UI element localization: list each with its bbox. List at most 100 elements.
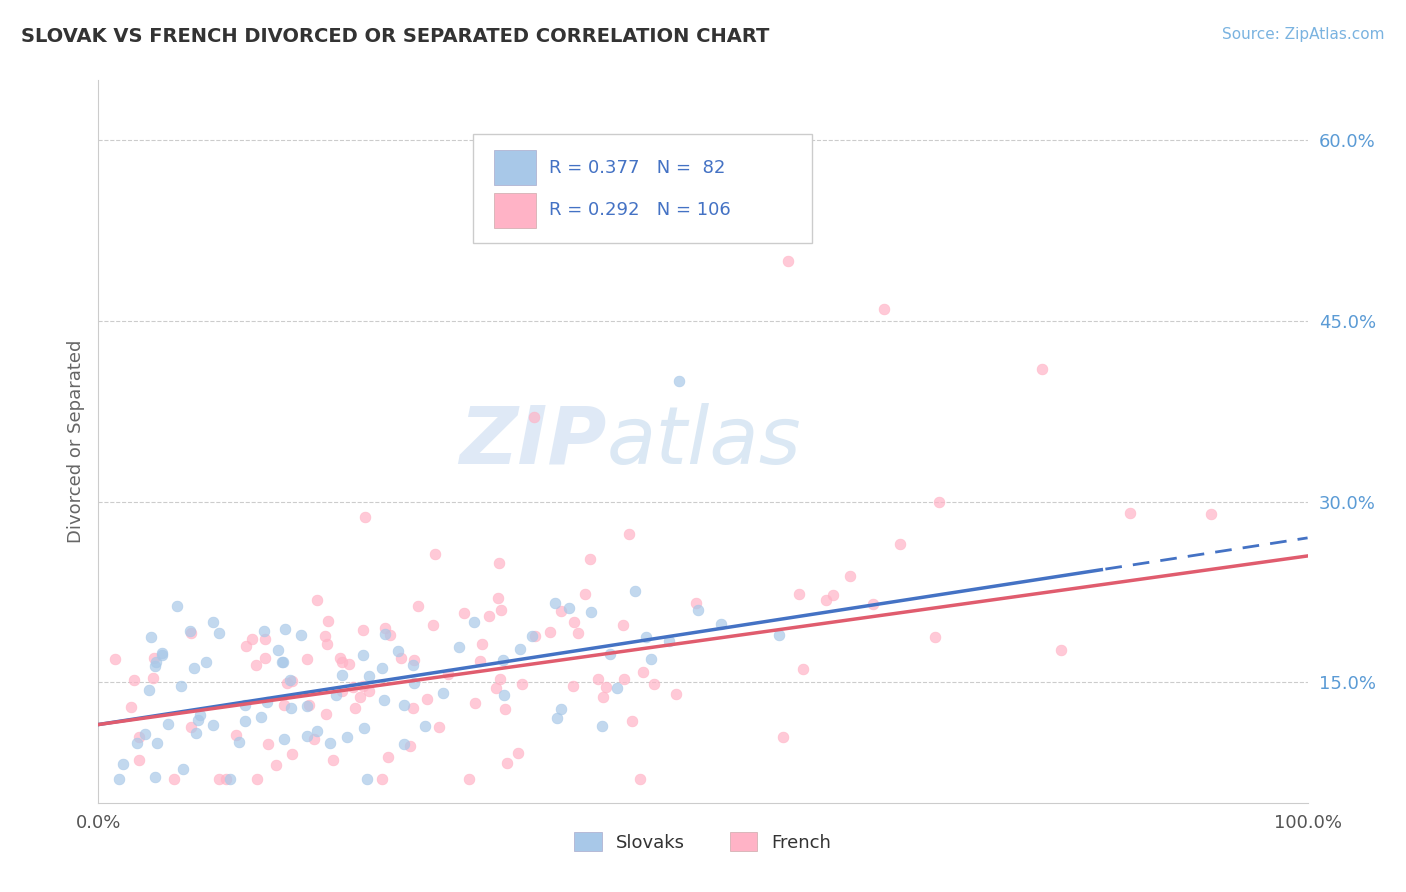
Point xyxy=(581,605,603,619)
Point xyxy=(225,728,247,742)
Point xyxy=(686,603,709,617)
Point xyxy=(273,732,295,747)
Point xyxy=(928,494,950,508)
Point xyxy=(634,630,657,644)
Point xyxy=(218,772,240,786)
Point xyxy=(183,661,205,675)
Point xyxy=(298,698,321,713)
Point xyxy=(389,651,412,665)
Point xyxy=(491,603,513,617)
Point xyxy=(402,653,425,667)
Point xyxy=(512,677,534,691)
Point xyxy=(143,658,166,673)
Point xyxy=(606,681,628,695)
Point xyxy=(373,693,395,707)
Point xyxy=(125,736,148,750)
Point xyxy=(142,672,165,686)
Point xyxy=(538,624,561,639)
Point xyxy=(112,757,135,772)
Point xyxy=(170,679,193,693)
FancyBboxPatch shape xyxy=(474,135,811,243)
Point xyxy=(889,537,911,551)
FancyBboxPatch shape xyxy=(494,193,536,227)
Point xyxy=(685,596,707,610)
Point xyxy=(187,713,209,727)
Point xyxy=(550,604,572,618)
Point xyxy=(550,701,572,715)
Point xyxy=(342,680,364,694)
Point xyxy=(280,700,302,714)
Point xyxy=(163,772,186,786)
Point xyxy=(478,608,501,623)
Text: R = 0.292   N = 106: R = 0.292 N = 106 xyxy=(550,202,731,219)
Point xyxy=(613,672,636,686)
Point xyxy=(495,756,517,770)
Point xyxy=(768,627,790,641)
Point xyxy=(188,708,211,723)
Point xyxy=(276,675,298,690)
Point xyxy=(274,623,297,637)
Point xyxy=(488,557,510,571)
Point xyxy=(186,726,208,740)
Point xyxy=(1119,506,1142,520)
Point xyxy=(523,410,546,425)
Point xyxy=(356,772,378,786)
Point xyxy=(344,701,367,715)
Point xyxy=(281,674,304,689)
Text: Source: ZipAtlas.com: Source: ZipAtlas.com xyxy=(1222,27,1385,42)
Point xyxy=(215,772,238,786)
Point xyxy=(194,655,217,669)
Point xyxy=(640,652,662,666)
Point xyxy=(315,637,337,651)
Point xyxy=(353,510,375,524)
Point xyxy=(574,587,596,601)
Point xyxy=(297,729,319,743)
Point xyxy=(270,655,292,669)
Point xyxy=(815,593,838,607)
Point xyxy=(201,718,224,732)
Point xyxy=(352,623,374,637)
Point xyxy=(591,719,613,733)
Point xyxy=(772,730,794,744)
Point xyxy=(544,596,567,610)
Point xyxy=(612,617,634,632)
Point xyxy=(399,739,422,754)
Point xyxy=(336,731,359,745)
Point xyxy=(449,640,471,655)
Point xyxy=(245,657,267,672)
Point xyxy=(453,607,475,621)
Point xyxy=(233,698,256,713)
Point xyxy=(108,772,131,786)
Point xyxy=(304,731,326,746)
Point xyxy=(134,726,156,740)
Point xyxy=(166,599,188,613)
Point xyxy=(458,772,481,786)
Point xyxy=(297,698,319,713)
Point xyxy=(595,680,617,694)
Point xyxy=(492,653,515,667)
Point xyxy=(425,547,447,561)
Point xyxy=(665,687,688,701)
Point xyxy=(710,616,733,631)
Point xyxy=(370,772,392,786)
Point xyxy=(416,692,439,706)
Point xyxy=(273,698,295,712)
Point xyxy=(506,747,529,761)
Point xyxy=(208,626,231,640)
Point xyxy=(257,737,280,751)
Point xyxy=(792,662,814,676)
Point xyxy=(330,655,353,669)
Point xyxy=(143,651,166,665)
Point xyxy=(562,679,585,693)
FancyBboxPatch shape xyxy=(494,151,536,185)
Point xyxy=(562,615,585,629)
Point xyxy=(325,689,347,703)
Point xyxy=(353,721,375,735)
Point xyxy=(437,667,460,681)
Point xyxy=(322,753,344,767)
Point xyxy=(392,698,415,713)
Text: ZIP: ZIP xyxy=(458,402,606,481)
Point xyxy=(349,690,371,704)
Point xyxy=(249,709,271,723)
Point xyxy=(122,673,145,688)
